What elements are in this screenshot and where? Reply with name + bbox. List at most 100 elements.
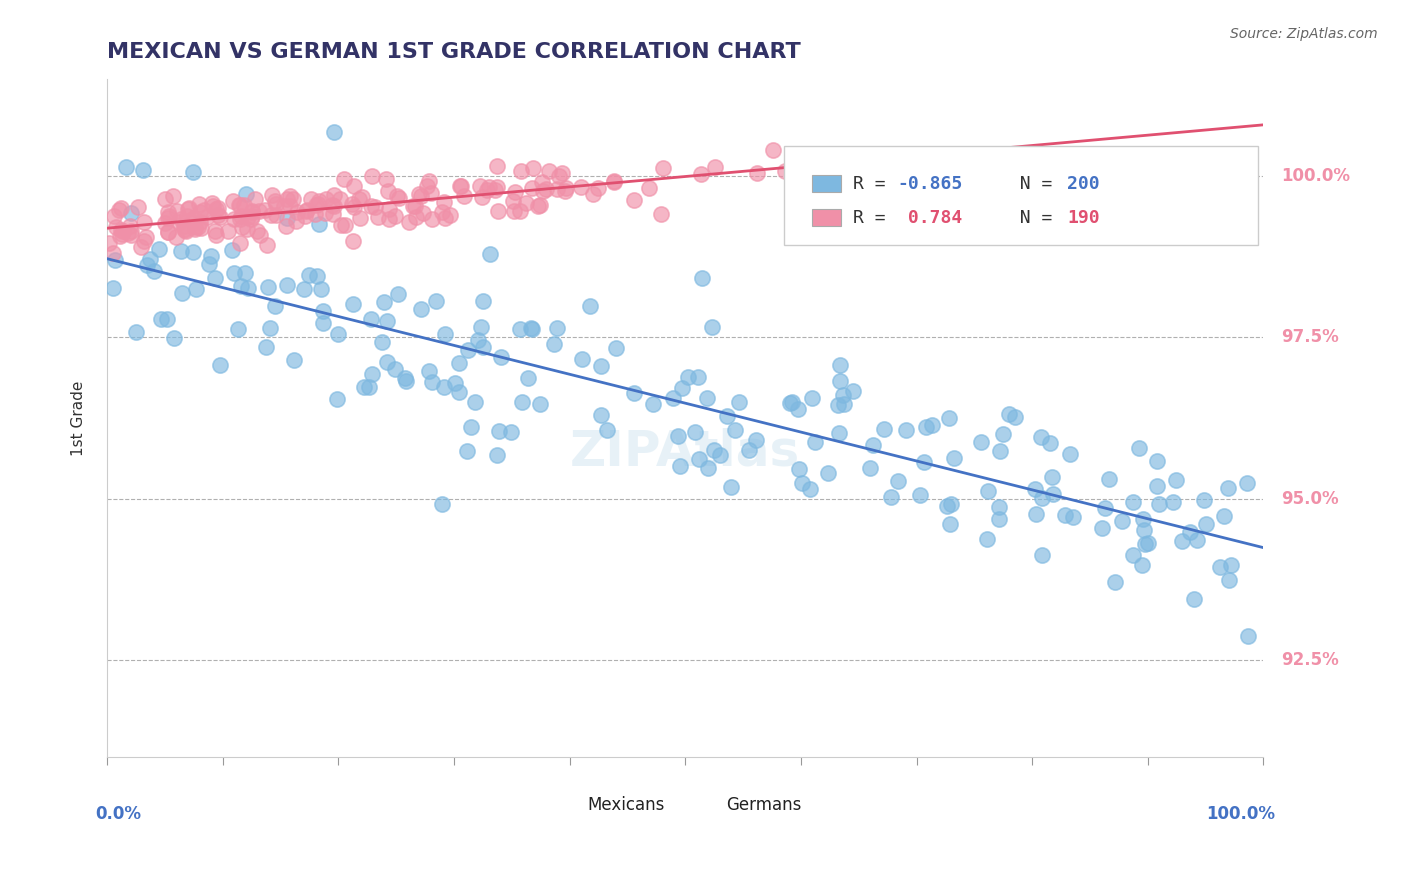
- Point: [803, 150, 825, 164]
- Point: [321, 198, 343, 212]
- Point: [326, 392, 349, 406]
- Point: [205, 202, 228, 216]
- Point: [509, 204, 531, 219]
- Point: [1195, 516, 1218, 531]
- Point: [548, 169, 571, 183]
- Point: [378, 202, 401, 216]
- Point: [323, 199, 346, 213]
- Point: [198, 257, 221, 271]
- Point: [988, 511, 1011, 525]
- Point: [970, 434, 993, 449]
- Text: MEXICAN VS GERMAN 1ST GRADE CORRELATION CHART: MEXICAN VS GERMAN 1ST GRADE CORRELATION …: [107, 42, 801, 62]
- Point: [364, 200, 387, 214]
- Point: [509, 164, 531, 178]
- Point: [603, 175, 626, 189]
- Point: [149, 311, 172, 326]
- Text: 100.0%: 100.0%: [1206, 805, 1275, 823]
- Point: [132, 162, 155, 177]
- Point: [322, 207, 344, 221]
- Point: [1128, 441, 1150, 455]
- Point: [299, 193, 322, 207]
- Point: [405, 211, 427, 225]
- Point: [817, 467, 839, 481]
- Point: [367, 211, 389, 225]
- Point: [263, 194, 285, 209]
- Point: [184, 282, 207, 296]
- Point: [134, 214, 156, 228]
- Point: [188, 214, 211, 228]
- Point: [842, 384, 865, 399]
- Point: [229, 279, 252, 293]
- Point: [1054, 508, 1077, 523]
- Point: [491, 351, 513, 365]
- Text: 200: 200: [1067, 175, 1099, 193]
- Point: [688, 451, 710, 466]
- FancyBboxPatch shape: [813, 176, 841, 193]
- Point: [377, 184, 399, 198]
- Point: [938, 411, 960, 425]
- Point: [170, 212, 193, 227]
- Point: [586, 181, 609, 195]
- Point: [190, 221, 212, 235]
- Point: [295, 202, 318, 217]
- Point: [1104, 574, 1126, 589]
- Text: 100.0%: 100.0%: [1281, 167, 1350, 185]
- Point: [110, 202, 132, 216]
- Point: [873, 422, 896, 436]
- Point: [453, 189, 475, 203]
- Point: [315, 192, 337, 206]
- Point: [792, 475, 814, 490]
- Point: [486, 180, 509, 194]
- Point: [135, 258, 157, 272]
- Point: [132, 234, 155, 248]
- Point: [1147, 497, 1170, 511]
- Point: [477, 180, 499, 194]
- Point: [125, 326, 148, 340]
- Point: [1146, 479, 1168, 493]
- Point: [309, 282, 332, 296]
- Point: [110, 223, 132, 237]
- Point: [1039, 436, 1062, 450]
- Point: [1146, 454, 1168, 468]
- Point: [460, 420, 482, 434]
- Point: [515, 196, 537, 211]
- Point: [157, 211, 180, 225]
- Point: [520, 180, 543, 194]
- Point: [112, 224, 135, 238]
- Point: [401, 199, 423, 213]
- Point: [278, 189, 301, 203]
- Point: [340, 197, 363, 211]
- Point: [418, 363, 440, 377]
- Point: [447, 355, 470, 369]
- Point: [375, 172, 398, 186]
- Point: [745, 433, 768, 447]
- Point: [239, 211, 262, 226]
- Point: [276, 278, 298, 293]
- Point: [285, 204, 308, 219]
- Point: [343, 178, 366, 193]
- Text: -0.865: -0.865: [897, 175, 962, 193]
- Point: [468, 179, 491, 194]
- Point: [245, 224, 267, 238]
- Point: [671, 381, 693, 395]
- Text: R =: R =: [853, 209, 897, 227]
- Point: [988, 443, 1011, 458]
- Point: [457, 343, 479, 357]
- Point: [129, 240, 152, 254]
- Point: [554, 184, 576, 198]
- Point: [394, 370, 416, 384]
- Point: [475, 183, 498, 197]
- Point: [253, 202, 276, 217]
- Point: [509, 321, 531, 335]
- Point: [179, 201, 201, 215]
- Point: [304, 207, 326, 221]
- Point: [1091, 521, 1114, 535]
- Point: [745, 166, 768, 180]
- Point: [207, 208, 229, 222]
- Point: [162, 189, 184, 203]
- Point: [519, 321, 541, 335]
- Point: [1004, 409, 1026, 424]
- Point: [650, 207, 672, 221]
- Point: [828, 358, 851, 372]
- Point: [312, 316, 335, 330]
